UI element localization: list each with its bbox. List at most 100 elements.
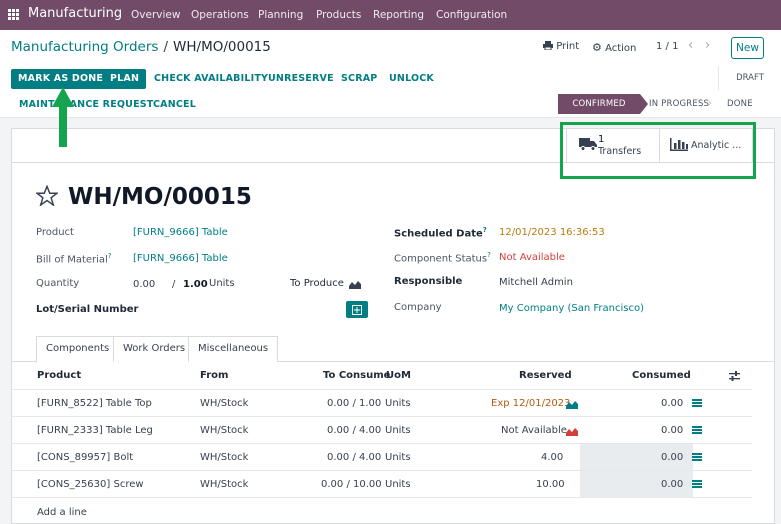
row-product: [FURN_2333] Table Leg <box>37 425 153 436</box>
qty-uom: Units <box>209 278 235 289</box>
transfers-label: Transfers <box>598 146 642 157</box>
company-field[interactable]: My Company (San Francisco) <box>499 303 644 314</box>
analytic-smart-button[interactable]: Analytic ... <box>660 128 753 162</box>
to-produce-label: To Produce <box>290 278 344 289</box>
action-button[interactable]: ⚙ Action <box>592 41 636 54</box>
stage-draft[interactable]: DRAFT <box>718 66 781 90</box>
stage-chevron-icon: › <box>707 96 713 111</box>
row-product: [FURN_8522] Table Top <box>37 398 152 409</box>
breadcrumb-current: WH/MO/00015 <box>173 39 271 55</box>
responsible-field[interactable]: Mitchell Admin <box>499 277 573 288</box>
analytic-label: Analytic ... <box>691 140 742 151</box>
unlock-button[interactable]: UNLOCK <box>389 73 434 84</box>
col-from[interactable]: From <box>200 370 229 381</box>
new-button[interactable]: New <box>731 37 764 59</box>
lot-label: Lot/Serial Number <box>36 304 139 315</box>
scheduled-label: Scheduled Date? <box>394 226 487 239</box>
row-reserved: Exp 12/01/2023 <box>491 398 571 409</box>
bom-help-icon[interactable]: ? <box>107 252 112 260</box>
bar-chart-icon <box>670 138 688 151</box>
company-label: Company <box>394 302 442 313</box>
row-consumed[interactable]: 0.00 <box>661 398 684 409</box>
print-label: Print <box>556 41 580 52</box>
generate-lot-button[interactable] <box>346 301 368 318</box>
row-product: [CONS_89957] Bolt <box>37 452 134 463</box>
table-row[interactable]: [FURN_2333] Table Leg WH/Stock 0.00 / 4.… <box>11 416 752 443</box>
app-grid-icon[interactable] <box>8 9 19 20</box>
col-consumed[interactable]: Consumed <box>632 370 691 381</box>
table-row[interactable]: [FURN_8522] Table Top WH/Stock 0.00 / 1.… <box>11 389 752 416</box>
control-panel: Manufacturing Orders / WH/MO/00015 Print ⚙… <box>0 30 781 66</box>
column-settings-icon[interactable] <box>729 371 740 381</box>
row-consumed[interactable]: 0.00 <box>661 452 684 463</box>
row-uom: Units <box>385 452 411 463</box>
print-button[interactable]: Print <box>543 41 579 52</box>
list-detail-icon[interactable] <box>692 399 702 407</box>
chevron-right-icon[interactable]: › <box>705 38 711 53</box>
breadcrumb-parent[interactable]: Manufacturing Orders <box>11 39 159 55</box>
notebook-tabs: Components Work Orders Miscellaneous <box>11 336 775 363</box>
menu-reporting[interactable]: Reporting <box>373 9 425 21</box>
maintenance-request-button[interactable]: MAINTENANCE REQUEST <box>19 99 154 110</box>
forecast-chart-icon[interactable] <box>349 280 361 289</box>
mark-as-done-button[interactable]: MARK AS DONE <box>11 69 111 89</box>
tab-components[interactable]: Components <box>36 336 120 363</box>
col-uom[interactable]: UoM <box>386 370 411 381</box>
menu-operations[interactable]: Operations <box>191 9 249 21</box>
col-product[interactable]: Product <box>37 370 82 381</box>
star-icon[interactable] <box>36 185 58 206</box>
add-line-link[interactable]: Add a line <box>37 507 87 518</box>
row-uom: Units <box>385 425 411 436</box>
menu-products[interactable]: Products <box>316 9 362 21</box>
row-consumed[interactable]: 0.00 <box>661 425 684 436</box>
row-consumed[interactable]: 0.00 <box>661 479 684 490</box>
print-icon <box>543 41 553 51</box>
scheduled-date-field[interactable]: 12/01/2023 16:36:53 <box>499 227 605 238</box>
list-detail-icon[interactable] <box>692 480 702 488</box>
action-label: Action <box>605 43 637 54</box>
row-uom: Units <box>385 479 411 490</box>
row-uom: Units <box>385 398 411 409</box>
product-field[interactable]: [FURN_9666] Table <box>133 227 228 238</box>
row-to-consume: 0.00 / 4.00 <box>327 452 382 463</box>
pager-value[interactable]: 1 / 1 <box>656 41 679 52</box>
consumed-cell-bg <box>580 471 693 497</box>
scheduled-help-icon[interactable]: ? <box>482 226 487 234</box>
menu-planning[interactable]: Planning <box>258 9 304 21</box>
table-row[interactable]: [CONS_89957] Bolt WH/Stock 0.00 / 4.00 U… <box>11 443 752 470</box>
bom-field[interactable]: [FURN_9666] Table <box>133 253 228 264</box>
cancel-button[interactable]: CANCEL <box>153 99 196 110</box>
transfers-count: 1 <box>598 134 605 145</box>
stage-confirmed[interactable]: CONFIRMED <box>558 94 648 114</box>
qty-produced-input[interactable]: 0.00 <box>133 279 156 290</box>
scheduled-label-text: Scheduled Date <box>394 228 483 240</box>
forecast-chart-icon[interactable] <box>566 400 578 409</box>
component-status-help-icon[interactable]: ? <box>487 251 491 259</box>
table-row[interactable]: [CONS_25630] Screw WH/Stock 0.00 / 10.00… <box>11 470 752 497</box>
responsible-label: Responsible <box>394 276 463 287</box>
col-to-consume[interactable]: To Consume <box>323 370 391 381</box>
component-status-label-text: Component Status <box>394 253 488 265</box>
transfers-smart-button[interactable]: 1 Transfers <box>567 128 660 162</box>
consumed-cell-bg <box>580 444 693 470</box>
tab-miscellaneous[interactable]: Miscellaneous <box>188 336 279 362</box>
menu-configuration[interactable]: Configuration <box>436 9 508 21</box>
plan-button[interactable]: PLAN <box>103 69 147 89</box>
unreserve-button[interactable]: UNRESERVE <box>268 73 334 84</box>
stage-done[interactable]: DONE <box>727 99 753 109</box>
scrap-button[interactable]: SCRAP <box>341 73 378 84</box>
quantity-label: Quantity <box>36 278 80 289</box>
tab-work-orders[interactable]: Work Orders <box>113 336 196 362</box>
app-name[interactable]: Manufacturing <box>28 6 123 21</box>
qty-total-input[interactable]: 1.00 <box>183 279 208 290</box>
forecast-chart-icon[interactable] <box>566 427 578 436</box>
stage-in-progress[interactable]: IN PROGRESS <box>649 99 710 109</box>
menu-overview[interactable]: Overview <box>131 9 181 21</box>
chevron-left-icon[interactable]: ‹ <box>688 38 694 53</box>
check-availability-button[interactable]: CHECK AVAILABILITY <box>154 73 269 84</box>
col-reserved[interactable]: Reserved <box>519 370 572 381</box>
list-detail-icon[interactable] <box>692 453 702 461</box>
list-detail-icon[interactable] <box>692 426 702 434</box>
smart-button-divider <box>11 162 775 163</box>
row-to-consume: 0.00 / 4.00 <box>327 425 382 436</box>
